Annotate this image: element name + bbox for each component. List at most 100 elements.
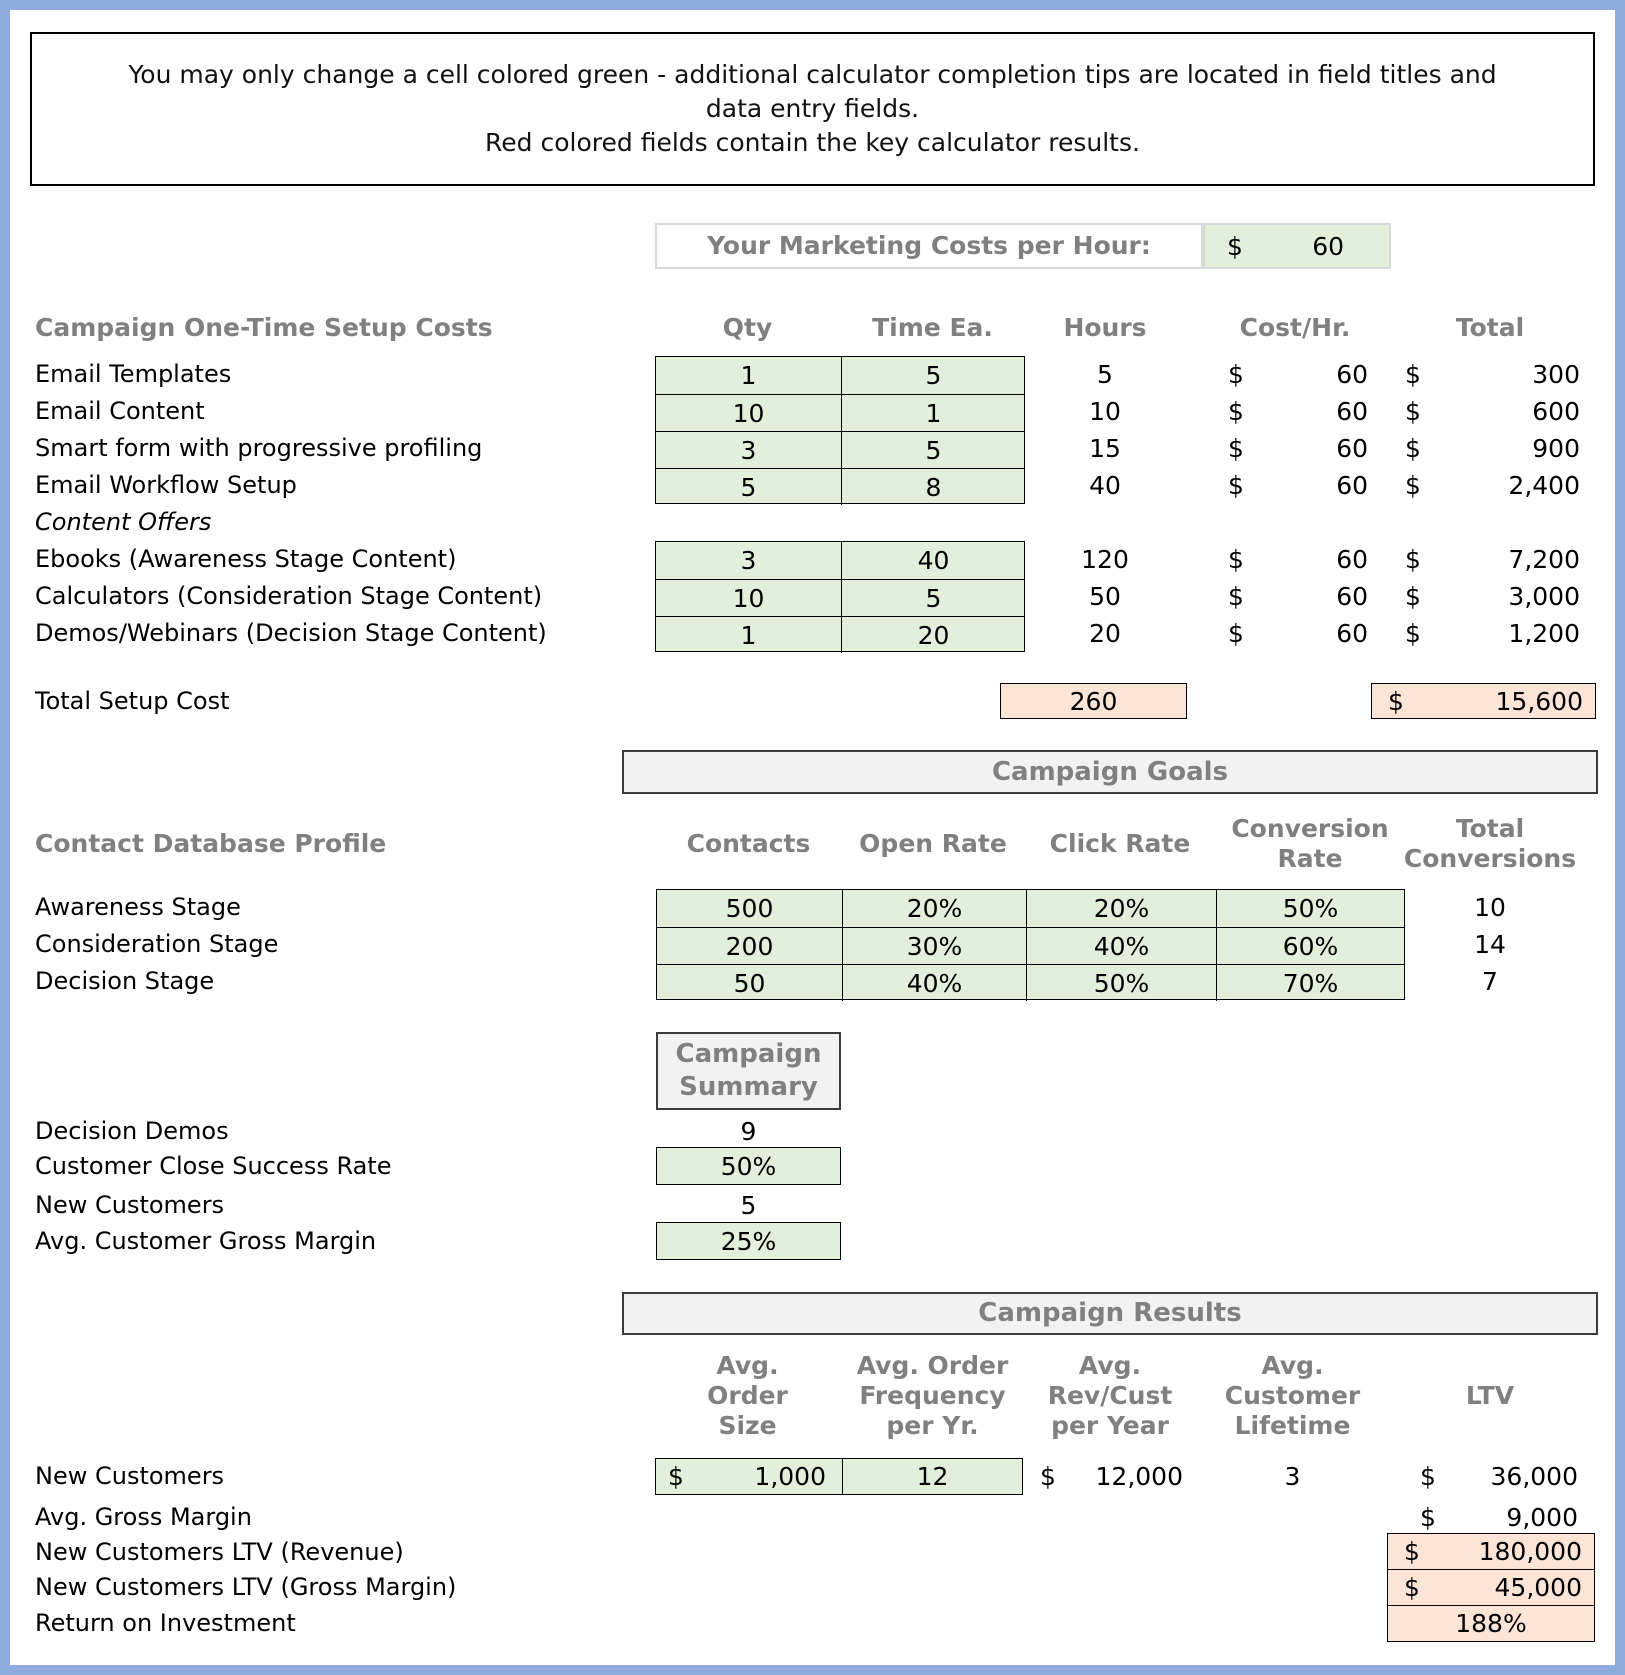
instruction-line-2: data entry fields. <box>705 94 920 123</box>
contacts-cell[interactable]: 500 <box>725 894 774 923</box>
setup-row-label: Email Content <box>35 397 205 425</box>
total-value: 7,200 <box>1508 545 1580 574</box>
currency-symbol: $ <box>1420 1503 1436 1532</box>
ltv-revenue-value: 180,000 <box>1478 1537 1582 1566</box>
qty-cell[interactable]: 1 <box>656 616 841 653</box>
conversion-rate-cell[interactable]: 70% <box>1216 964 1404 1001</box>
results-row-label: Avg. Gross Margin <box>35 1503 252 1531</box>
currency-symbol: $ <box>1405 434 1421 463</box>
setup-input-block-1: 1 5 10 1 3 5 5 8 <box>655 356 1025 505</box>
total-conversions-value: 14 <box>1474 930 1506 959</box>
results-col-lifetime: Avg. Customer Lifetime <box>1224 1351 1361 1440</box>
click-rate-cell[interactable]: 40% <box>1026 927 1216 964</box>
contacts-cell[interactable]: 200 <box>657 927 842 964</box>
contacts-cell[interactable]: 50 <box>657 964 842 1001</box>
goals-col-contacts: Contacts <box>686 829 811 858</box>
qty-cell[interactable]: 5 <box>656 468 841 505</box>
currency-symbol: $ <box>1388 686 1404 716</box>
setup-col-cost: Cost/Hr. <box>1239 313 1351 342</box>
instruction-line-1: You may only change a cell colored green… <box>128 60 1497 89</box>
setup-row-label: Smart form with progressive profiling <box>35 434 483 462</box>
order-frequency-cell[interactable]: 12 <box>842 1459 1022 1494</box>
qty-cell[interactable]: 3 <box>656 431 841 468</box>
marketing-rate-cell[interactable]: $ 60 <box>1203 223 1391 269</box>
cost-hr-value: 60 <box>1336 619 1368 648</box>
time-cell[interactable]: 5 <box>841 431 1025 468</box>
cost-hr-value: 60 <box>1336 545 1368 574</box>
cost-hr-value: 60 <box>1336 397 1368 426</box>
total-value: 300 <box>1532 360 1580 389</box>
currency-symbol: $ <box>1228 619 1244 648</box>
total-value: 600 <box>1532 397 1580 426</box>
results-col-order-size: Avg. Order Size <box>707 1351 788 1440</box>
total-setup-cost-cell: $ 15,600 <box>1371 683 1596 719</box>
goals-col-total-conversions: Total Conversions <box>1403 814 1577 873</box>
open-rate-cell[interactable]: 40% <box>842 964 1026 1001</box>
order-size-value: 1,000 <box>754 1462 826 1491</box>
currency-symbol: $ <box>1404 1573 1420 1602</box>
campaign-goals-header: Campaign Goals <box>622 750 1598 794</box>
qty-cell[interactable]: 3 <box>740 546 757 575</box>
click-rate-cell[interactable]: 20% <box>1026 890 1216 927</box>
roi-cell: 188% <box>1387 1605 1595 1642</box>
conversion-rate-cell[interactable]: 50% <box>1216 890 1404 927</box>
total-setup-cost-label: Total Setup Cost <box>35 687 230 715</box>
ltv-revenue-cell: $ 180,000 <box>1387 1533 1595 1570</box>
currency-symbol: $ <box>1405 619 1421 648</box>
time-cell[interactable]: 5 <box>841 357 1025 394</box>
currency-symbol: $ <box>1228 434 1244 463</box>
setup-subheading: Content Offers <box>35 508 212 536</box>
hours-value: 5 <box>1097 360 1113 389</box>
stage-label: Awareness Stage <box>35 893 241 921</box>
currency-symbol: $ <box>1405 545 1421 574</box>
total-value: 3,000 <box>1508 582 1580 611</box>
close-success-rate-cell[interactable]: 50% <box>656 1147 841 1185</box>
total-value: 2,400 <box>1508 471 1580 500</box>
setup-row-label: Email Templates <box>35 360 232 388</box>
open-rate-cell[interactable]: 20% <box>842 890 1026 927</box>
currency-symbol: $ <box>1040 1462 1056 1491</box>
hours-value: 20 <box>1089 619 1121 648</box>
instruction-line-3: Red colored fields contain the key calcu… <box>485 128 1140 157</box>
total-setup-cost-value: 15,600 <box>1495 686 1583 716</box>
rev-per-year-value: 12,000 <box>1095 1462 1183 1491</box>
marketing-rate-label: Your Marketing Costs per Hour: <box>655 223 1203 269</box>
conversion-rate-cell[interactable]: 60% <box>1216 927 1404 964</box>
time-cell[interactable]: 20 <box>841 616 1025 653</box>
cost-hr-value: 60 <box>1336 471 1368 500</box>
time-cell[interactable]: 40 <box>841 542 1025 579</box>
results-col-ltv: LTV <box>1465 1381 1515 1410</box>
gross-margin-value: 9,000 <box>1506 1503 1578 1532</box>
order-size-cell[interactable]: $ 1,000 <box>656 1459 842 1494</box>
setup-col-total: Total <box>1455 313 1525 342</box>
total-conversions-value: 7 <box>1482 967 1498 996</box>
campaign-summary-header: Campaign Summary <box>656 1032 841 1110</box>
cost-hr-value: 60 <box>1336 434 1368 463</box>
marketing-rate-value: 60 <box>1312 231 1344 261</box>
time-cell[interactable]: 8 <box>841 468 1025 505</box>
ltv-value: 36,000 <box>1490 1462 1578 1491</box>
decision-demos-value: 9 <box>740 1117 757 1146</box>
currency-symbol: $ <box>1405 360 1421 389</box>
time-cell[interactable]: 5 <box>841 579 1025 616</box>
goals-col-open-rate: Open Rate <box>859 829 1007 858</box>
contact-profile-title: Contact Database Profile <box>35 829 387 858</box>
currency-symbol: $ <box>1404 1537 1420 1566</box>
results-input-block: $ 1,000 12 <box>655 1458 1023 1495</box>
gross-margin-pct-cell[interactable]: 25% <box>656 1222 841 1260</box>
results-row-label: New Customers <box>35 1462 225 1490</box>
cost-hr-value: 60 <box>1336 582 1368 611</box>
qty-cell[interactable]: 10 <box>656 394 841 431</box>
currency-symbol: $ <box>1405 582 1421 611</box>
goals-col-conversion-rate: Conversion Rate <box>1231 814 1389 873</box>
summary-row-label: Customer Close Success Rate <box>35 1152 392 1180</box>
hours-value: 120 <box>1081 545 1129 574</box>
qty-cell[interactable]: 10 <box>656 579 841 616</box>
click-rate-cell[interactable]: 50% <box>1026 964 1216 1001</box>
time-cell[interactable]: 1 <box>841 394 1025 431</box>
setup-row-label: Email Workflow Setup <box>35 471 297 499</box>
qty-cell[interactable]: 1 <box>740 361 757 390</box>
setup-row-label: Calculators (Consideration Stage Content… <box>35 582 543 610</box>
open-rate-cell[interactable]: 30% <box>842 927 1026 964</box>
